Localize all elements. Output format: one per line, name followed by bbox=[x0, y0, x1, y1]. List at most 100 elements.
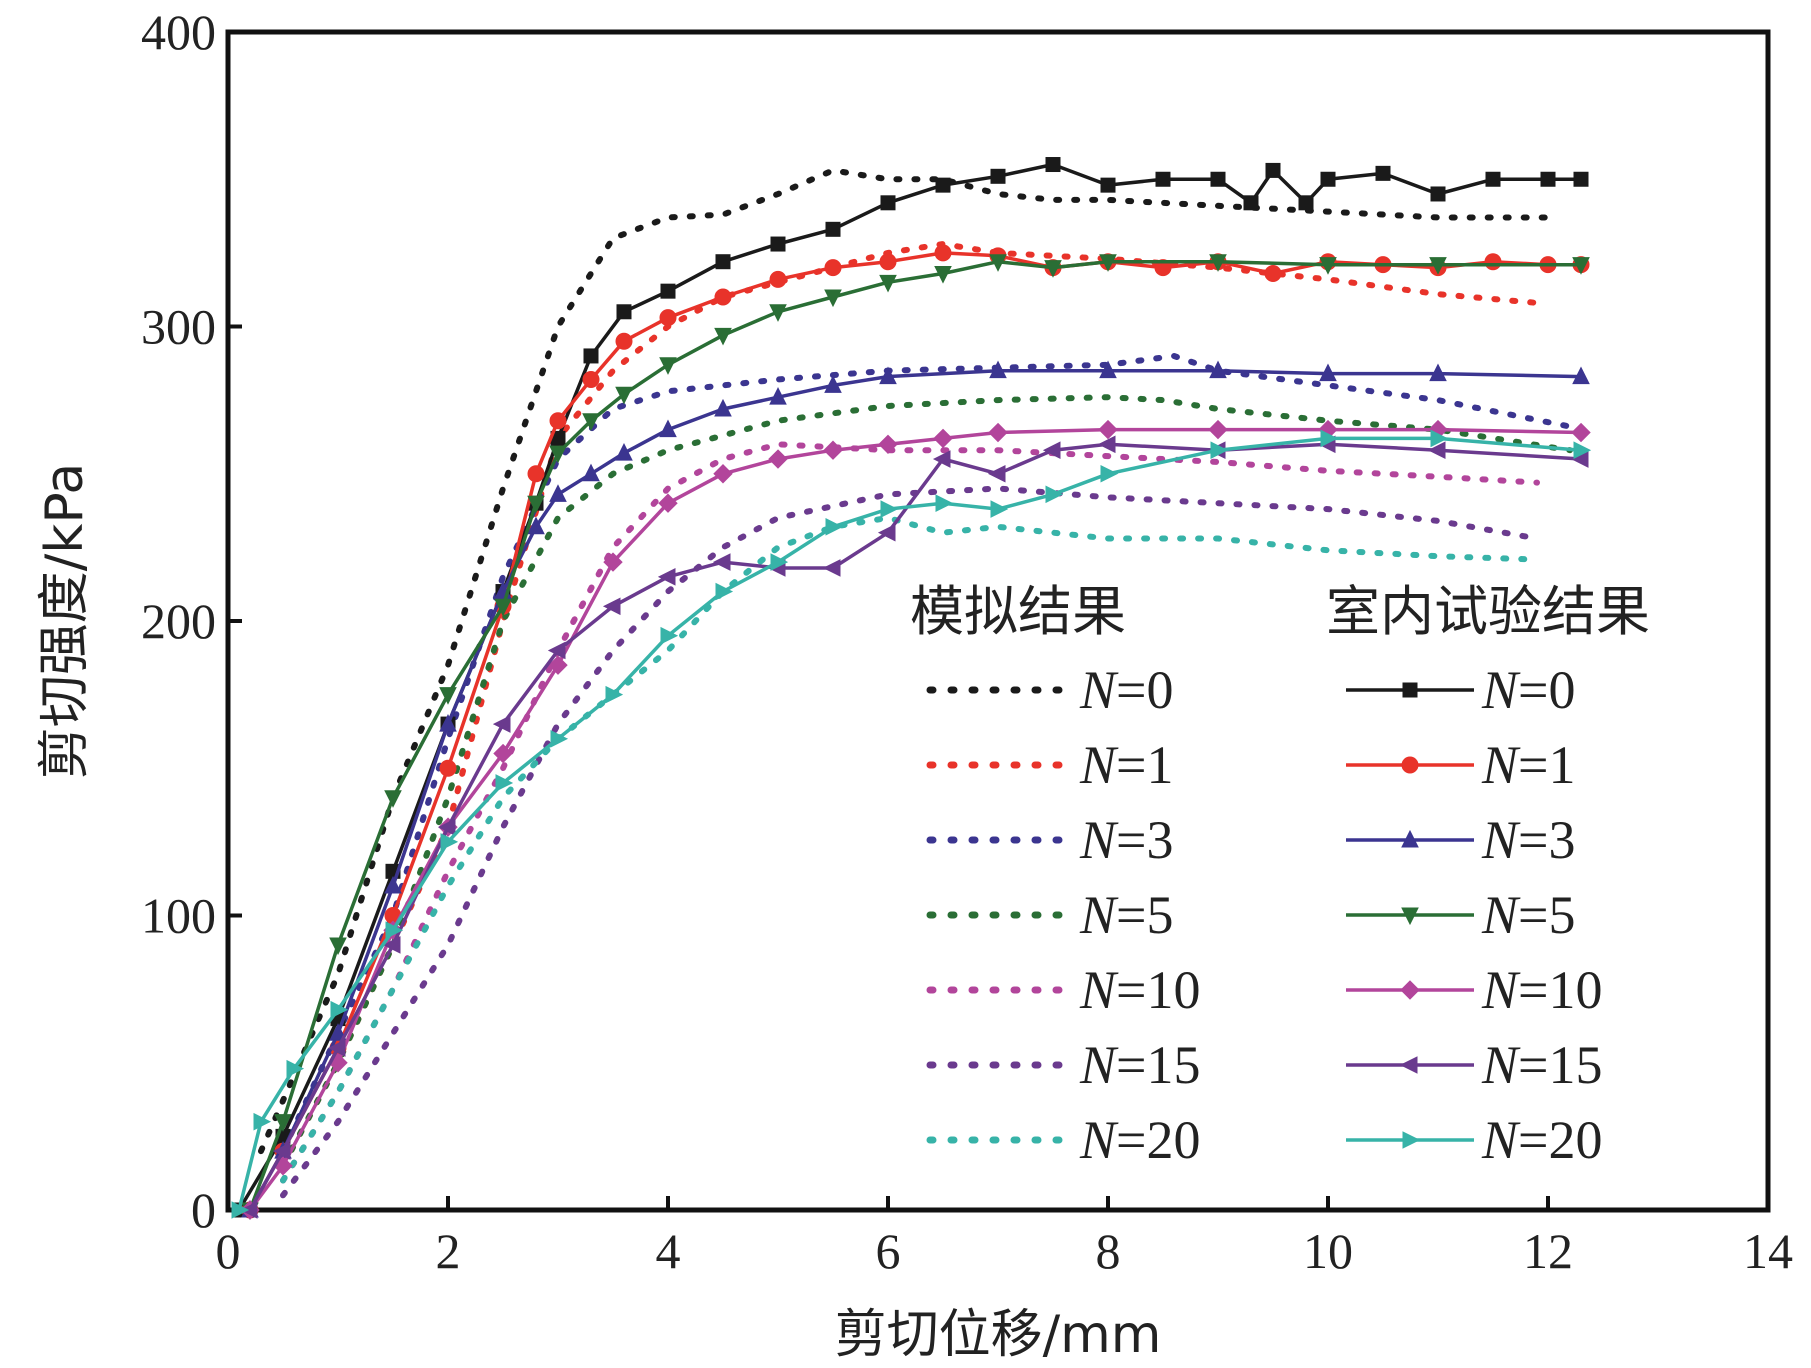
experiment-series-N15 bbox=[239, 435, 1589, 1219]
data-point-N0 bbox=[1540, 171, 1556, 187]
x-tick-label: 8 bbox=[1096, 1223, 1121, 1279]
data-point-N1 bbox=[1154, 259, 1172, 277]
simulation-series-N10 bbox=[280, 441, 1540, 1184]
data-point-N15 bbox=[987, 464, 1006, 483]
legend-exp-label: N=5 bbox=[1481, 885, 1576, 945]
data-point-N20 bbox=[935, 494, 954, 513]
x-tick-label: 2 bbox=[436, 1223, 461, 1279]
data-point-N1 bbox=[615, 332, 633, 350]
data-point-N1 bbox=[879, 253, 897, 271]
legend-simulation-header: 模拟结果 bbox=[910, 580, 1126, 643]
simulation-series-N5 bbox=[280, 394, 1573, 1169]
legend-exp-marker bbox=[1402, 1131, 1421, 1149]
data-point-N10 bbox=[548, 655, 568, 675]
data-point-N20 bbox=[385, 921, 404, 940]
data-point-N3 bbox=[659, 419, 677, 438]
legend-exp-label: N=3 bbox=[1481, 810, 1576, 870]
legend-sim-label: N=15 bbox=[1079, 1035, 1201, 1095]
data-point-N3 bbox=[1319, 363, 1337, 382]
data-point-N20 bbox=[660, 626, 679, 645]
experiment-series-N0 bbox=[231, 157, 1589, 1218]
data-point-N3 bbox=[824, 375, 842, 393]
data-point-N15 bbox=[657, 568, 676, 586]
data-point-N3 bbox=[439, 713, 457, 732]
data-point-N20 bbox=[1430, 429, 1449, 448]
data-point-N3 bbox=[1572, 366, 1590, 385]
x-tick-label: 6 bbox=[876, 1223, 901, 1279]
data-point-N15 bbox=[602, 597, 621, 616]
data-point-N5 bbox=[439, 687, 457, 705]
experiment-line-N20 bbox=[237, 436, 1583, 1212]
data-point-N15 bbox=[1042, 441, 1061, 459]
simulation-series-N15 bbox=[280, 485, 1540, 1199]
data-point-N0 bbox=[1155, 171, 1171, 187]
legend-sim-label: N=1 bbox=[1079, 735, 1174, 795]
data-point-N0 bbox=[1243, 195, 1259, 211]
data-point-N3 bbox=[769, 387, 787, 405]
data-point-N3 bbox=[329, 1023, 347, 1041]
y-tick-label: 200 bbox=[141, 593, 216, 649]
data-point-N3 bbox=[1429, 363, 1447, 382]
y-tick-label: 100 bbox=[141, 888, 216, 944]
data-point-N3 bbox=[714, 398, 732, 417]
experiment-series-N3 bbox=[241, 360, 1590, 1218]
data-point-N10 bbox=[823, 440, 843, 460]
data-point-N0 bbox=[715, 254, 731, 270]
data-point-N0 bbox=[880, 195, 896, 211]
data-point-N5 bbox=[714, 327, 732, 346]
data-point-N5 bbox=[615, 386, 633, 405]
data-point-N10 bbox=[1098, 419, 1118, 440]
data-point-N10 bbox=[1208, 419, 1228, 440]
x-tick-label: 12 bbox=[1523, 1223, 1573, 1279]
data-point-N0 bbox=[935, 177, 951, 193]
data-point-N3 bbox=[1099, 360, 1117, 379]
data-point-N5 bbox=[824, 289, 842, 308]
data-point-N20 bbox=[550, 729, 569, 748]
legend-sim-label: N=10 bbox=[1079, 960, 1201, 1020]
data-point-N1 bbox=[1264, 264, 1282, 282]
data-point-N20 bbox=[825, 517, 844, 536]
data-point-N20 bbox=[605, 685, 624, 704]
data-point-N5 bbox=[1319, 257, 1337, 275]
simulation-series-N20 bbox=[280, 514, 1529, 1184]
data-point-N3 bbox=[527, 516, 545, 535]
data-point-N3 bbox=[989, 360, 1007, 379]
data-point-N20 bbox=[495, 774, 514, 792]
data-point-N0 bbox=[1375, 165, 1391, 181]
data-point-N5 bbox=[1099, 254, 1117, 272]
data-point-N0 bbox=[616, 304, 632, 320]
data-point-N5 bbox=[934, 265, 952, 284]
data-point-N0 bbox=[825, 221, 841, 237]
data-point-N15 bbox=[932, 450, 951, 468]
data-point-N5 bbox=[274, 1114, 292, 1132]
legend-exp-label: N=10 bbox=[1481, 960, 1603, 1020]
data-point-N1 bbox=[549, 412, 567, 430]
data-point-N1 bbox=[769, 270, 787, 288]
data-point-N0 bbox=[1320, 171, 1336, 187]
simulation-series-N3 bbox=[280, 353, 1573, 1155]
x-tick-label: 4 bbox=[656, 1223, 681, 1279]
data-point-N20 bbox=[990, 500, 1009, 518]
data-point-N5 bbox=[329, 937, 347, 956]
data-point-N15 bbox=[492, 715, 511, 733]
data-point-N1 bbox=[824, 259, 842, 277]
legend-exp-marker bbox=[1401, 907, 1419, 926]
data-point-N3 bbox=[582, 463, 600, 482]
data-point-N5 bbox=[1209, 254, 1227, 272]
data-point-N5 bbox=[659, 357, 677, 375]
legend-exp-label: N=15 bbox=[1481, 1035, 1603, 1095]
legend-sim-label: N=20 bbox=[1079, 1110, 1201, 1170]
data-point-N0 bbox=[1298, 195, 1314, 211]
data-point-N15 bbox=[877, 523, 896, 542]
data-point-N0 bbox=[1210, 171, 1226, 187]
legend-exp-marker bbox=[1399, 1056, 1418, 1074]
simulation-line-N0 bbox=[258, 167, 1551, 1155]
data-point-N0 bbox=[660, 283, 676, 299]
data-point-N5 bbox=[384, 790, 402, 808]
data-point-N20 bbox=[286, 1059, 305, 1078]
data-point-N15 bbox=[547, 641, 566, 660]
legend-exp-marker bbox=[1400, 980, 1420, 1000]
data-point-N20 bbox=[231, 1201, 250, 1219]
experiment-series-N10 bbox=[240, 419, 1591, 1220]
legend-exp-marker bbox=[1401, 756, 1419, 774]
